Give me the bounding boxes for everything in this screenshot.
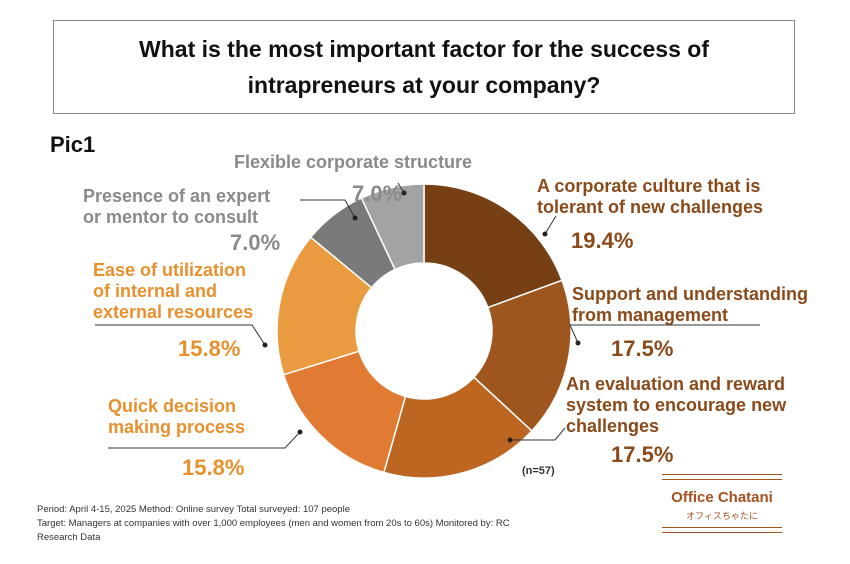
label-expert-line1: Presence of an expert xyxy=(83,186,271,206)
label-culture-line2: tolerant of new challenges xyxy=(537,197,764,217)
leader-dot-4 xyxy=(262,342,268,348)
label-expert: Presence of an expert or mentor to consu… xyxy=(83,186,270,228)
footer-line2: Target: Managers at companies with over … xyxy=(37,518,510,529)
pct-support: 17.5% xyxy=(611,336,674,361)
label-ease-line1: Ease of utilization xyxy=(93,260,247,280)
slices-group xyxy=(276,183,572,479)
label-ease: Ease of utilization of internal and exte… xyxy=(93,260,253,323)
slice-2 xyxy=(382,376,533,479)
leader-line-3 xyxy=(108,431,301,449)
logo-name: Office Chatani xyxy=(671,489,773,506)
leader-dot-3 xyxy=(297,429,303,435)
leader-dot-5 xyxy=(352,215,358,221)
leader-dot-1 xyxy=(575,340,581,346)
label-ease-line3: external resources xyxy=(93,302,254,322)
label-evaluation-line2: system to encourage new xyxy=(566,395,787,415)
footer: Period: April 4-15, 2025 Method: Online … xyxy=(37,503,510,545)
leader-line-4 xyxy=(95,324,266,346)
pct-ease: 15.8% xyxy=(178,336,241,361)
label-evaluation-line3: challenges xyxy=(566,416,660,436)
label-expert-line2: or mentor to consult xyxy=(83,207,258,227)
logo-rule-top2 xyxy=(662,479,782,480)
pic-label: Pic1 xyxy=(50,132,96,157)
footer-line1: Period: April 4-15, 2025 Method: Online … xyxy=(37,504,350,515)
leader-line-1 xyxy=(569,324,760,344)
label-quick-line1: Quick decision xyxy=(108,396,237,416)
slice-3 xyxy=(282,350,407,474)
slice-4 xyxy=(276,236,373,376)
leader-dot-0 xyxy=(542,231,548,237)
label-flexible: Flexible corporate structure xyxy=(234,152,472,173)
leader-line-5 xyxy=(300,199,356,219)
footer-line3: Research Data xyxy=(37,532,101,543)
sample-size: (n=57) xyxy=(522,465,555,477)
title-box: What is the most important factor for th… xyxy=(53,20,795,114)
logo-sub: オフィスちゃたに xyxy=(686,511,758,521)
pct-evaluation: 17.5% xyxy=(611,442,674,467)
pct-expert: 7.0% xyxy=(230,230,281,255)
label-quick: Quick decision making process xyxy=(108,396,245,438)
pct-quick: 15.8% xyxy=(182,455,245,480)
leader-dot-2 xyxy=(507,437,513,443)
label-evaluation-line1: An evaluation and reward xyxy=(566,374,786,394)
leader-line-0 xyxy=(544,215,557,235)
label-flexible-line1: Flexible corporate structure xyxy=(234,152,473,172)
label-quick-line2: making process xyxy=(108,417,246,437)
label-evaluation: An evaluation and reward system to encou… xyxy=(566,374,786,437)
leader-line-2 xyxy=(510,427,566,441)
logo-rule-top xyxy=(662,474,782,475)
chart-title: What is the most important factor for th… xyxy=(139,36,709,98)
label-culture: A corporate culture that is tolerant of … xyxy=(537,176,763,218)
label-support-line1: Support and understanding xyxy=(572,284,808,304)
pct-flexible: 7.0% xyxy=(352,181,403,206)
leader-lines-group xyxy=(95,182,760,449)
label-culture-line1: A corporate culture that is xyxy=(537,176,761,196)
slice-0 xyxy=(423,183,563,309)
label-support-line2: from management xyxy=(572,305,729,325)
label-ease-line2: of internal and xyxy=(93,281,218,301)
leader-dot-6 xyxy=(401,190,407,196)
label-support: Support and understanding from managemen… xyxy=(572,284,808,326)
pct-culture: 19.4% xyxy=(571,228,634,253)
logo: Office Chatani オフィスちゃたに xyxy=(662,472,782,538)
logo-rule-bottom xyxy=(662,527,782,528)
logo-rule-bottom2 xyxy=(662,532,782,533)
slice-6 xyxy=(360,183,425,271)
